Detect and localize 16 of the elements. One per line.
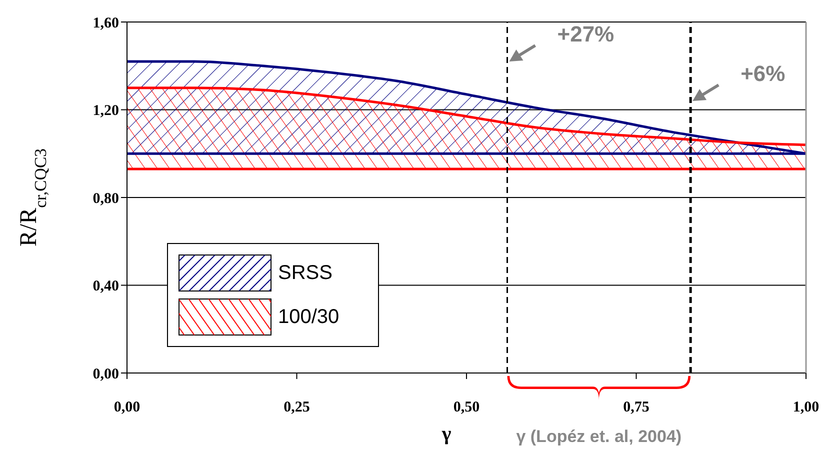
annotation: +6%: [740, 60, 786, 86]
y-tick-label: 0,80: [92, 190, 119, 207]
x-axis-title: γ: [440, 423, 452, 445]
x-tick-label: 0,00: [114, 400, 140, 416]
y-tick-label: 0,00: [92, 366, 119, 382]
text: γ (Lopéz et. al, 2004): [516, 427, 682, 446]
legend-label: 100/30: [278, 306, 340, 328]
x-tick-label: 0,75: [623, 400, 650, 416]
x-tick-label: 1,00: [792, 400, 820, 416]
annotation: +27%: [557, 21, 614, 46]
y-tick-label: 1,60: [92, 15, 119, 32]
y-tick-label: 0,40: [92, 278, 119, 295]
y-tick-label: 1,20: [92, 103, 119, 120]
x-tick-label: 0,25: [284, 400, 310, 416]
x-tick-label: 0,50: [453, 400, 480, 416]
legend-label: SRSS: [278, 262, 334, 284]
